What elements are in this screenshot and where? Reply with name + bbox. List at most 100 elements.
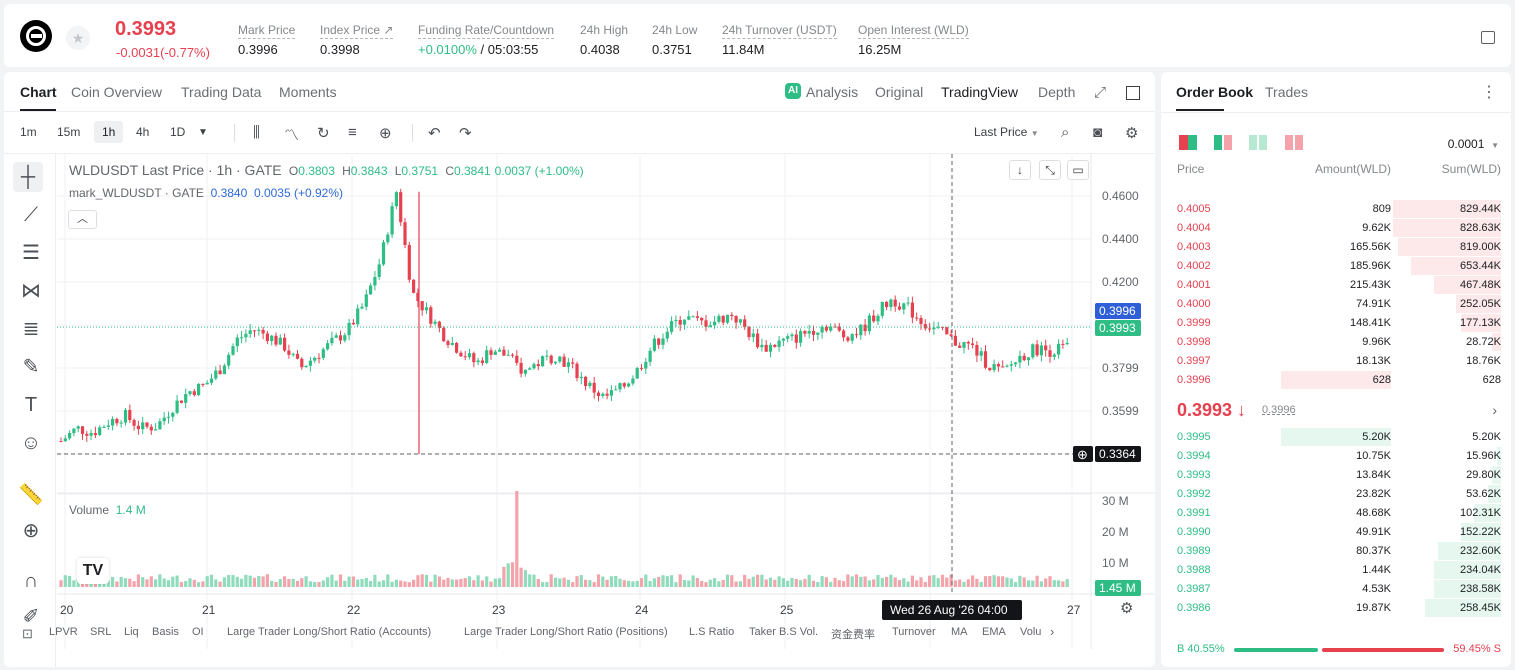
tab-depth[interactable]: Depth [1038,84,1076,100]
indicator-ma[interactable]: MA [951,626,968,638]
maximize-pane-button[interactable]: ▭ [1067,160,1089,180]
view-both-icon[interactable] [1179,135,1197,150]
timeframe-4h[interactable]: 4h [136,125,150,139]
bid-row[interactable]: 0.3992 23.82K 53.62K [1161,485,1511,504]
ask-row[interactable]: 0.3998 9.96K 28.72K [1161,333,1511,352]
pattern-icon[interactable]: ⋈ [21,280,41,302]
expand-icon[interactable]: ⤢ [1094,84,1107,101]
stat-index-price[interactable]: Index Price ↗ 0.3998 [320,21,394,57]
tab-tradingview[interactable]: TradingView [941,84,1019,100]
window-icon[interactable] [1126,86,1140,100]
stat-24h-turnover[interactable]: 24h Turnover (USDT) 11.84M [722,21,837,57]
fib-icon[interactable]: ≣ [22,318,40,340]
indicator-volume[interactable]: Volu [1020,626,1042,638]
tab-trading-data[interactable]: Trading Data [181,84,262,100]
indicator-srl[interactable]: SRL [90,626,112,638]
pencil-icon[interactable]: ✐ [22,606,40,628]
bid-row[interactable]: 0.3994 10.75K 15.96K [1161,447,1511,466]
brush-icon[interactable]: ✎ [22,356,40,378]
emoji-icon[interactable]: ☺ [20,432,42,454]
camera-icon[interactable]: ◙ [1093,124,1103,141]
chevron-right-icon[interactable]: › [1050,624,1055,639]
indicator-liq[interactable]: Liq [124,626,139,638]
indicator-funding[interactable]: 资金费率 [831,629,875,641]
indicator-taker-vol[interactable]: Taker B.S Vol. [749,626,819,638]
stat-mark-price[interactable]: Mark Price 0.3996 [238,21,296,57]
indicator-lt-positions[interactable]: Large Trader Long/Short Ratio (Positions… [464,626,668,638]
tab-trades[interactable]: Trades [1265,84,1309,100]
ask-row[interactable]: 0.4001 215.43K 467.48K [1161,276,1511,295]
price-chart[interactable]: 0.4600 0.4400 0.4200 0.3799 0.3599 0.3996 0.39… [57,154,1155,667]
indicator-turnover[interactable]: Turnover [892,626,936,638]
collapse-legend-button[interactable]: ︿ [68,210,97,229]
trend-line-icon[interactable]: ⟋ [24,204,38,226]
tab-coin-overview[interactable]: Coin Overview [71,84,163,100]
bid-row[interactable]: 0.3988 1.44K 234.04K [1161,561,1511,580]
bid-row[interactable]: 0.3993 13.84K 29.80K [1161,466,1511,485]
template-icon[interactable]: ≡ [348,124,357,141]
candle-body [910,302,914,318]
view-bids-icon[interactable] [1249,135,1267,150]
ask-row[interactable]: 0.4000 74.91K 252.05K [1161,295,1511,314]
candlestick-chart[interactable]: 0.4600 0.4400 0.4200 0.3799 0.3599 0.3996 0.39… [57,154,1155,667]
precision-select[interactable]: 0.0001 ▼ [1447,137,1499,151]
ask-row[interactable]: 0.4003 165.56K 819.00K [1161,238,1511,257]
favorite-star-icon[interactable]: ★ [66,26,90,50]
ask-row[interactable]: 0.4005 809 829.44K [1161,200,1511,219]
undo-icon[interactable]: ↶ [428,125,441,142]
candle-type-icon[interactable]: ⫼ [253,124,260,141]
timeframe-15m[interactable]: 15m [57,125,81,139]
text-icon[interactable]: T [24,394,38,416]
zoom-in-icon[interactable]: ⊕ [22,520,40,542]
timeframe-1h[interactable]: 1h [94,121,124,143]
bid-row[interactable]: 0.3990 49.91K 152.22K [1161,523,1511,542]
redo-icon[interactable]: ↷ [459,125,472,142]
gear-icon[interactable]: ⚙ [1125,125,1139,142]
ai-analysis-icon[interactable]: AI [785,83,801,99]
tab-original[interactable]: Original [875,84,924,100]
timeframe-1d[interactable]: 1D [170,125,186,139]
crosshair-icon[interactable]: ┼ [13,162,43,192]
price-type-select[interactable]: Last Price ▼ [974,125,1039,139]
bid-row[interactable]: 0.3986 19.87K 258.45K [1161,599,1511,618]
book-icon[interactable] [1481,31,1495,44]
indicator-oi[interactable]: OI [192,626,204,638]
more-options-icon[interactable]: ⋮ [1481,84,1497,101]
bid-row[interactable]: 0.3989 80.37K 232.60K [1161,542,1511,561]
ask-row[interactable]: 0.3999 148.41K 177.13K [1161,314,1511,333]
collapse-pane-button[interactable]: ⤡ [1039,160,1061,180]
tab-analysis[interactable]: Analysis [806,84,859,100]
indicator-lpvr[interactable]: LPVR [49,626,78,638]
bid-row[interactable]: 0.3991 48.68K 102.31K [1161,504,1511,523]
tab-chart[interactable]: Chart [20,84,57,100]
chevron-right-icon[interactable]: › [1492,402,1497,418]
indicator-basis[interactable]: Basis [152,626,179,638]
indicator-ema[interactable]: EMA [982,626,1006,638]
search-icon[interactable]: ⌕ [1061,124,1070,141]
ask-row[interactable]: 0.3997 18.13K 18.76K [1161,352,1511,371]
tab-order-book[interactable]: Order Book [1176,84,1254,100]
time-axis-settings-icon[interactable]: ⚙ [1120,600,1134,617]
stat-funding-rate[interactable]: Funding Rate/Countdown +0.0100% / 05:03:… [418,21,555,57]
indicator-lt-accounts[interactable]: Large Trader Long/Short Ratio (Accounts) [227,626,432,638]
bid-row[interactable]: 0.3987 4.53K 238.58K [1161,580,1511,599]
stat-open-interest[interactable]: Open Interest (WLD) 16.25M [858,21,969,57]
ask-row[interactable]: 0.4004 9.62K 828.63K [1161,219,1511,238]
view-asks-icon[interactable] [1285,135,1303,150]
timeframe-1m[interactable]: 1m [20,125,37,139]
tab-moments[interactable]: Moments [279,84,337,100]
add-indicator-icon[interactable]: ⊕ [379,125,392,142]
indicator-ls-ratio[interactable]: L.S Ratio [689,626,735,638]
refresh-icon[interactable]: ↻ [317,125,330,142]
view-split-icon[interactable] [1214,135,1232,150]
horizontal-lines-icon[interactable]: ☰ [22,242,40,264]
scroll-down-button[interactable]: ↓ [1009,160,1031,180]
indicators-icon[interactable]: 〽 [284,127,300,144]
bid-row[interactable]: 0.3995 5.20K 5.20K [1161,428,1511,447]
magnet-icon[interactable]: ∩ [23,570,39,592]
indicator-settings-icon[interactable]: ⊡ [22,626,33,641]
ruler-icon[interactable]: 📏 [18,484,44,506]
ask-row[interactable]: 0.4002 185.96K 653.44K [1161,257,1511,276]
timeframe-dropdown-icon[interactable]: ▼ [198,127,208,138]
ask-row[interactable]: 0.3996 628 628 [1161,371,1511,390]
